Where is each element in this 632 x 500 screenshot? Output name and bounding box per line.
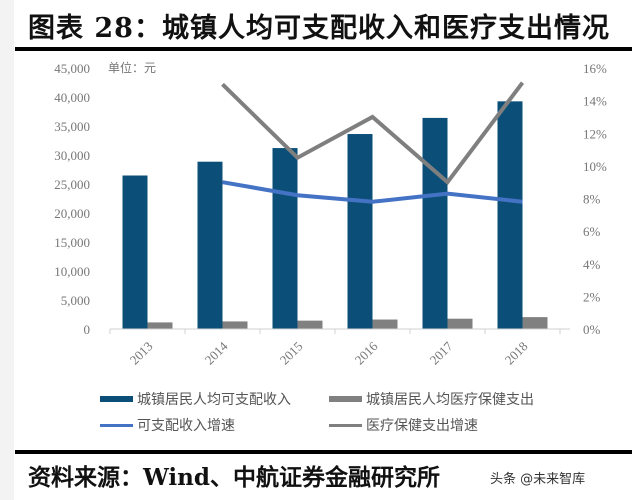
left-axis-tick: 30,000 xyxy=(54,148,90,163)
category-label: 2014 xyxy=(202,338,231,367)
right-axis-tick: 4% xyxy=(583,257,601,272)
right-axis-tick: 2% xyxy=(583,289,601,304)
category-label: 2013 xyxy=(127,339,156,368)
source-note: 资料来源：Wind、中航证券金融研究所 xyxy=(28,464,440,491)
medical-bar xyxy=(297,320,323,329)
category-label: 2018 xyxy=(502,339,531,368)
left-axis-tick: 35,000 xyxy=(54,119,90,134)
right-axis-tick: 10% xyxy=(583,159,607,174)
medical-bar xyxy=(147,322,173,329)
legend-label-medical-growth: 医疗保健支出增速 xyxy=(366,418,478,434)
right-axis-tick: 14% xyxy=(583,94,607,109)
left-axis-tick: 10,000 xyxy=(54,264,90,279)
left-edge-strip xyxy=(0,0,14,500)
legend-swatch-income-growth xyxy=(100,423,133,427)
figure-title: 图表 28：城镇人均可支配收入和医疗支出情况 xyxy=(28,13,610,44)
medical-bar xyxy=(522,317,548,329)
legend-item-medical: 城镇居民人均医疗保健支出 xyxy=(329,389,534,409)
unit-label: 单位：元 xyxy=(108,60,156,75)
watermark: 头条 @未来智库 xyxy=(490,472,586,487)
top-rule xyxy=(15,47,632,51)
left-axis-tick: 20,000 xyxy=(54,206,90,221)
chart-canvas: 0 5,000 10,000 15,000 20,000 25,000 30,000 35,0… xyxy=(54,60,607,368)
left-axis-tick: 0 xyxy=(84,322,91,337)
right-axis-tick: 16% xyxy=(583,61,607,76)
right-axis-tick: 6% xyxy=(583,224,601,239)
legend-item-medical-growth: 医疗保健支出增速 xyxy=(329,415,478,435)
legend-item-income: 城镇居民人均可支配收入 xyxy=(100,389,291,409)
left-axis-tick: 45,000 xyxy=(54,61,90,76)
legend-label-income-growth: 可支配收入增速 xyxy=(137,418,235,434)
right-axis-tick: 0% xyxy=(583,322,601,337)
medical-growth-line xyxy=(221,81,525,186)
income-bar xyxy=(347,134,373,329)
category-label: 2017 xyxy=(427,338,456,367)
income-bar xyxy=(197,161,223,329)
legend-label-income: 城镇居民人均可支配收入 xyxy=(137,392,291,408)
medical-bar xyxy=(222,321,248,329)
income-bar xyxy=(272,148,298,329)
income-bar xyxy=(497,101,523,329)
medical-bar xyxy=(372,319,398,329)
left-axis-tick: 15,000 xyxy=(54,235,90,250)
bottom-rule xyxy=(15,450,632,454)
legend-swatch-income xyxy=(100,396,133,402)
category-label: 2016 xyxy=(352,338,381,367)
legend-item-income-growth: 可支配收入增速 xyxy=(100,415,235,435)
income-growth-line xyxy=(222,180,523,204)
left-axis-tick: 25,000 xyxy=(54,177,90,192)
right-axis-tick: 8% xyxy=(583,192,601,207)
left-axis-tick: 40,000 xyxy=(54,90,90,105)
left-axis-tick: 5,000 xyxy=(61,293,90,308)
legend-swatch-medical-growth xyxy=(329,423,362,427)
right-axis-tick: 12% xyxy=(583,126,607,141)
category-label: 2015 xyxy=(277,339,306,368)
legend-swatch-medical xyxy=(329,396,362,402)
income-bar xyxy=(422,117,448,329)
medical-bar xyxy=(447,318,473,329)
legend-label-medical: 城镇居民人均医疗保健支出 xyxy=(366,392,534,408)
income-bar xyxy=(122,175,148,329)
